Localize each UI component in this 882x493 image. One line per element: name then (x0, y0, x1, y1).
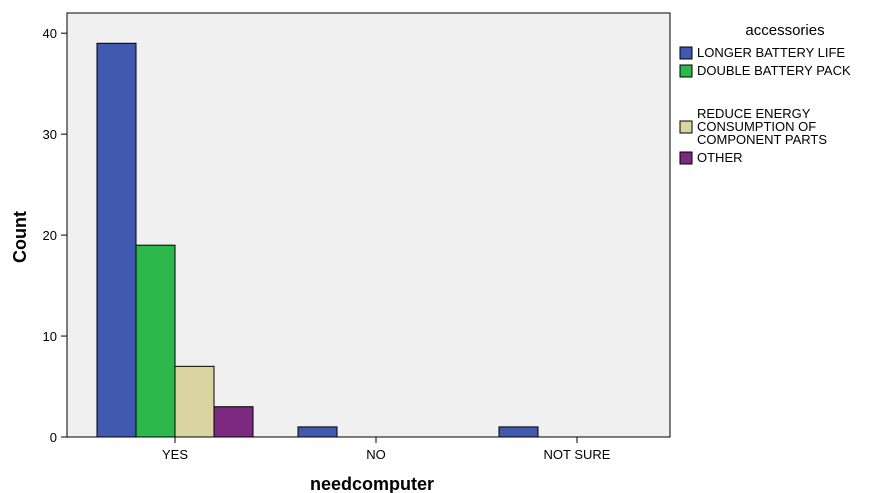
legend-label: LONGER BATTERY LIFE (697, 45, 845, 60)
legend-label: DOUBLE BATTERY PACK (697, 63, 851, 78)
legend-swatch (679, 64, 693, 78)
bar (297, 426, 338, 438)
bar (174, 365, 215, 438)
y-tick-label: 0 (50, 430, 57, 445)
legend-swatch (679, 151, 693, 165)
legend-label: OTHER (697, 150, 743, 165)
legend-title: accessories (745, 22, 824, 39)
legend-swatch (679, 120, 693, 134)
bar (96, 42, 137, 438)
legend-swatch (679, 46, 693, 60)
y-axis-title: Count (10, 211, 30, 263)
bar (135, 244, 176, 438)
x-axis-title: needcomputer (310, 474, 434, 493)
y-tick-label: 40 (43, 26, 57, 41)
x-tick-label: YES (162, 447, 188, 462)
bar (498, 426, 539, 438)
y-tick-label: 10 (43, 329, 57, 344)
legend-label: REDUCE ENERGY CONSUMPTION OF COMPONENT PAR… (697, 106, 827, 147)
y-tick-label: 30 (43, 127, 57, 142)
y-tick-label: 20 (43, 228, 57, 243)
bar (213, 406, 254, 438)
x-tick-label: NOT SURE (544, 447, 611, 462)
x-tick-label: NO (366, 447, 386, 462)
